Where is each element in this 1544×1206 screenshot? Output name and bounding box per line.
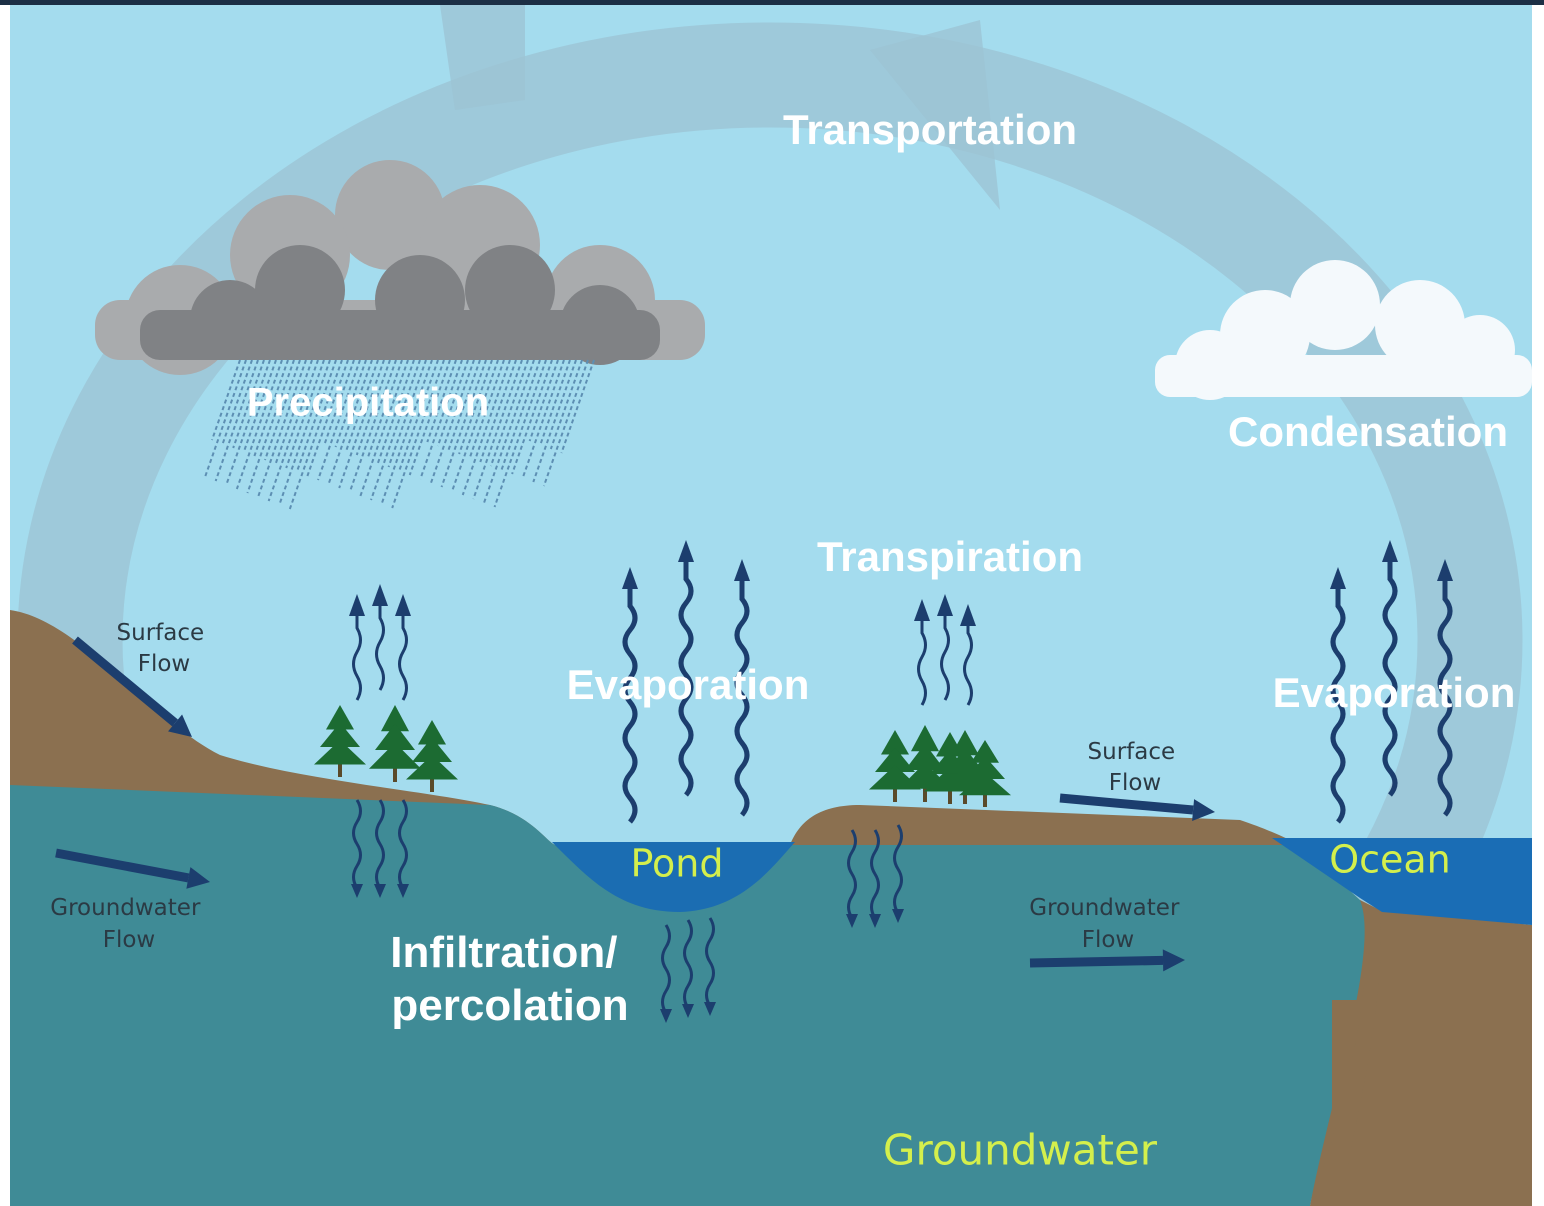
tree-trunk bbox=[948, 790, 952, 804]
label-transpiration: Transpiration bbox=[817, 533, 1083, 580]
water-cycle-diagram: Transportation Precipitation Condensatio… bbox=[0, 0, 1544, 1206]
label-precipitation: Precipitation bbox=[247, 381, 489, 425]
label-line: Surface bbox=[117, 620, 205, 646]
label-groundwater: Groundwater bbox=[883, 1126, 1158, 1175]
label-pond: Pond bbox=[630, 842, 723, 886]
label-transportation: Transportation bbox=[783, 106, 1077, 153]
label-line: Flow bbox=[103, 927, 156, 953]
tree-trunk bbox=[430, 778, 434, 792]
tree-trunk bbox=[393, 768, 397, 782]
label-condensation: Condensation bbox=[1228, 408, 1508, 455]
tree-trunk bbox=[893, 788, 897, 802]
cycle-arrowhead bbox=[440, 5, 525, 110]
flow-arrow bbox=[1030, 960, 1163, 963]
label-line: Flow bbox=[1082, 927, 1135, 953]
label-ocean: Ocean bbox=[1329, 838, 1451, 882]
label-line: Surface bbox=[1088, 739, 1176, 765]
label-evaporation: Evaporation bbox=[1273, 669, 1516, 716]
label-line: percolation bbox=[391, 981, 628, 1030]
top-bar bbox=[0, 0, 1544, 5]
label-line: Flow bbox=[1109, 770, 1162, 796]
label-evaporation: Evaporation bbox=[567, 661, 810, 708]
page: {"labels": { "transportation": "Transpor… bbox=[0, 0, 1544, 1206]
label-line: Groundwater bbox=[1029, 895, 1180, 921]
label-line: Flow bbox=[138, 651, 191, 677]
label-line: Infiltration/ bbox=[390, 928, 617, 977]
label-line: Groundwater bbox=[50, 895, 201, 921]
tree-trunk bbox=[338, 763, 342, 777]
